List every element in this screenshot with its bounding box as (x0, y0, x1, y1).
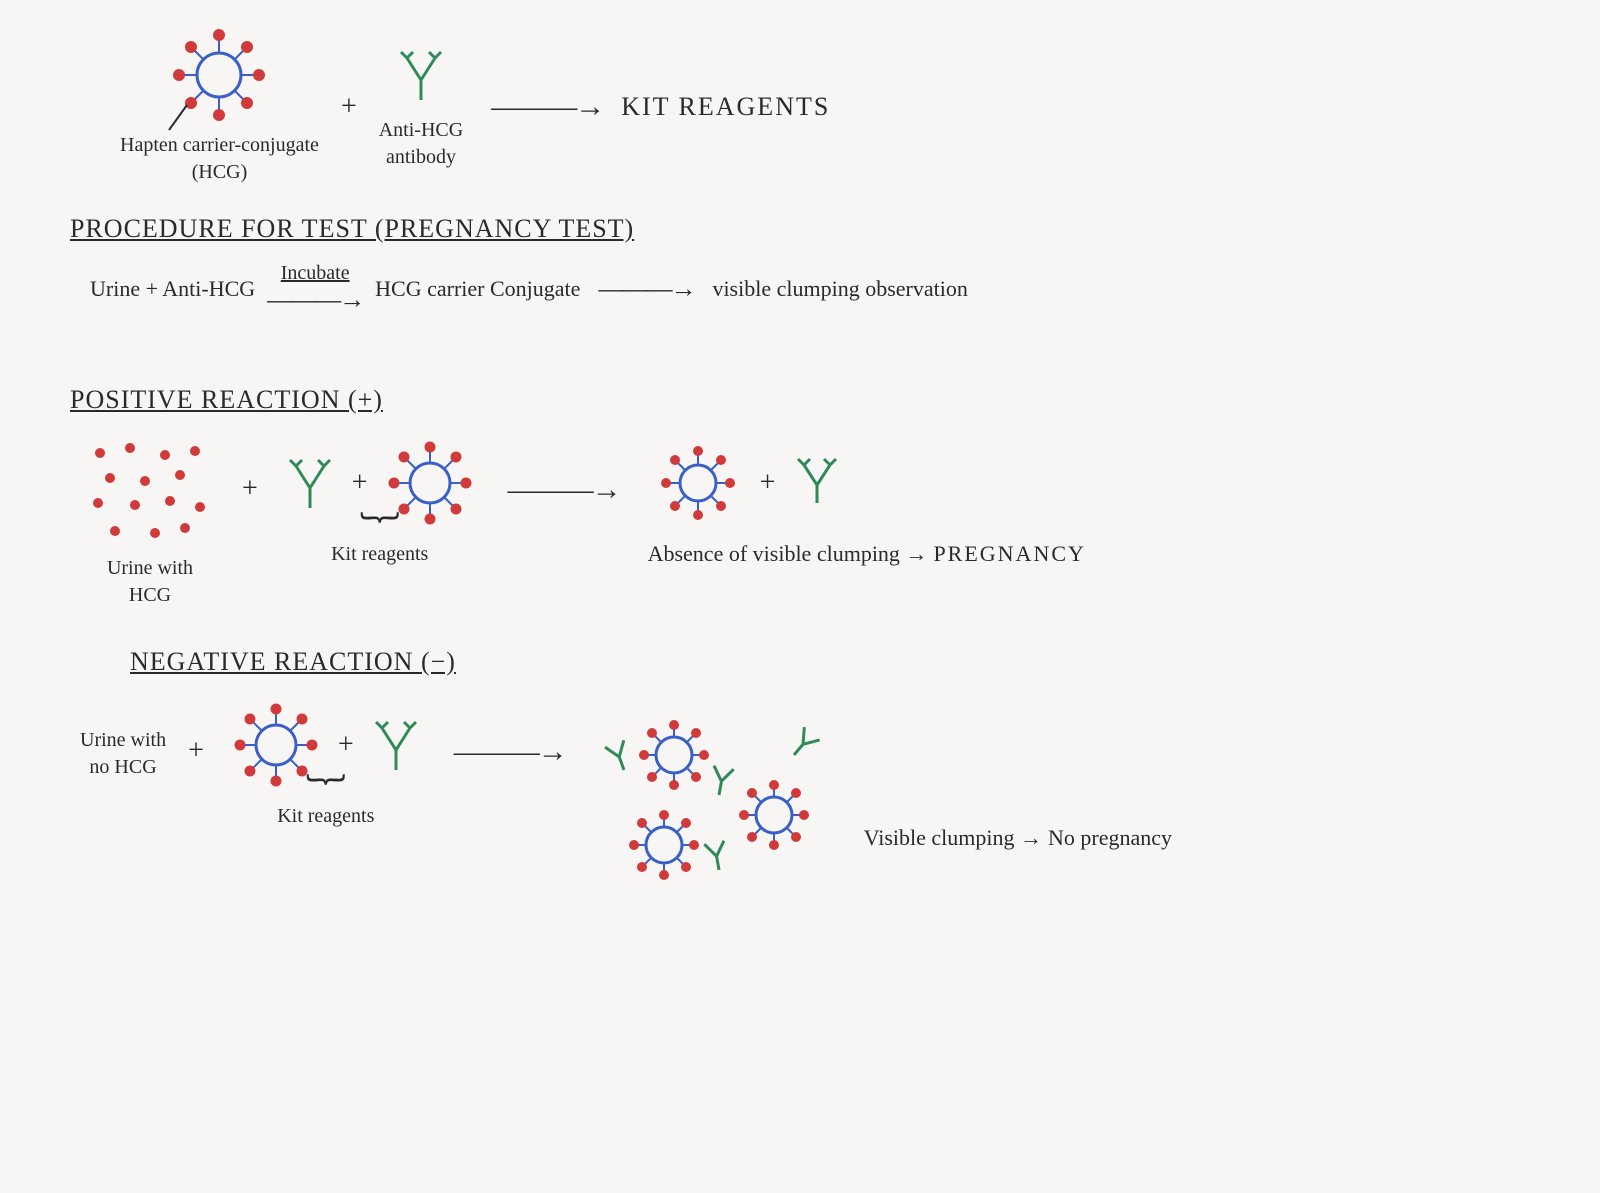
neg-kit-col: + ︸ Kit reagents (226, 695, 426, 828)
procedure-step2: HCG carrier Conjugate (375, 276, 580, 302)
negative-row: Urine with no HCG + (70, 695, 1570, 895)
urine-nohcg-col: Urine with no HCG (80, 725, 166, 779)
pos-kit-col: + (280, 433, 480, 566)
antibody-label2: antibody (386, 146, 456, 169)
urine-hcg-label1: Urine with (107, 557, 193, 580)
incubate-label: Incubate (281, 262, 350, 285)
pos-plus2: + (352, 467, 368, 499)
pos-antibody-icon (280, 443, 340, 523)
pos-result-text: Absence of visible clumping → (648, 541, 928, 567)
pos-result-hapten-icon (648, 433, 748, 533)
procedure-heading: PROCEDURE FOR TEST (PREGNANCY TEST) (70, 214, 1570, 244)
pos-result-outcome: PREGNANCY (933, 541, 1085, 567)
urine-nohcg-label1: Urine with (80, 729, 166, 752)
antibody-col: Anti-HCG antibody (379, 45, 463, 169)
procedure-row: Urine + Anti-HCG Incubate ———→ HCG carri… (90, 262, 1570, 315)
urine-hcg-dots-icon (80, 433, 220, 553)
negative-heading: NEGATIVE REACTION (−) (130, 647, 1570, 677)
kit-reagents-label: KIT REAGENTS (621, 92, 830, 122)
plus-1: + (341, 91, 357, 123)
urine-hcg-label2: HCG (129, 584, 171, 607)
neg-kit-label: Kit reagents (277, 805, 374, 828)
neg-antibody-icon (366, 705, 426, 785)
neg-plus2: + (338, 729, 354, 761)
arrow-kit: ———→ (491, 90, 603, 124)
pos-brace: ︸ (360, 527, 400, 539)
antibody-label1: Anti-HCG (379, 119, 463, 142)
neg-result-text: Visible clumping → (864, 825, 1042, 851)
procedure-step1: Urine + Anti-HCG (90, 276, 255, 302)
neg-brace: ︸ (306, 789, 346, 801)
hapten-label1: Hapten carrier-conjugate (120, 134, 319, 157)
pos-plus1: + (242, 473, 258, 505)
urine-nohcg-label2: no HCG (89, 756, 156, 779)
urine-hcg-col: Urine with HCG (80, 433, 220, 607)
pos-arrow: ———→ (508, 473, 620, 507)
pos-result-antibody-icon (787, 443, 847, 523)
pos-result-plus: + (760, 467, 776, 499)
hapten-conjugate-col: Hapten carrier-conjugate (HCG) (120, 30, 319, 184)
pos-result-col: + Absence of visible clumping → PREGNANC… (648, 433, 1086, 567)
pos-kit-label: Kit reagents (331, 543, 428, 566)
hapten-label2: (HCG) (192, 161, 248, 184)
procedure-step3: visible clumping observation (712, 276, 967, 302)
neg-result-col (594, 695, 854, 895)
neg-plus1: + (188, 735, 204, 767)
arrow-proc1: ———→ (267, 285, 363, 315)
neg-arrow: ———→ (454, 735, 566, 769)
positive-heading: POSITIVE REACTION (+) (70, 385, 1570, 415)
antibody-icon (386, 45, 456, 115)
neg-result-outcome: No pregnancy (1048, 825, 1172, 851)
kit-reagents-row: Hapten carrier-conjugate (HCG) + Anti-HC… (110, 30, 1570, 184)
clump-icon (594, 695, 854, 895)
arrow-proc2: ———→ (598, 274, 694, 304)
hapten-conjugate-icon (164, 30, 274, 130)
positive-row: Urine with HCG + + (70, 433, 1570, 607)
